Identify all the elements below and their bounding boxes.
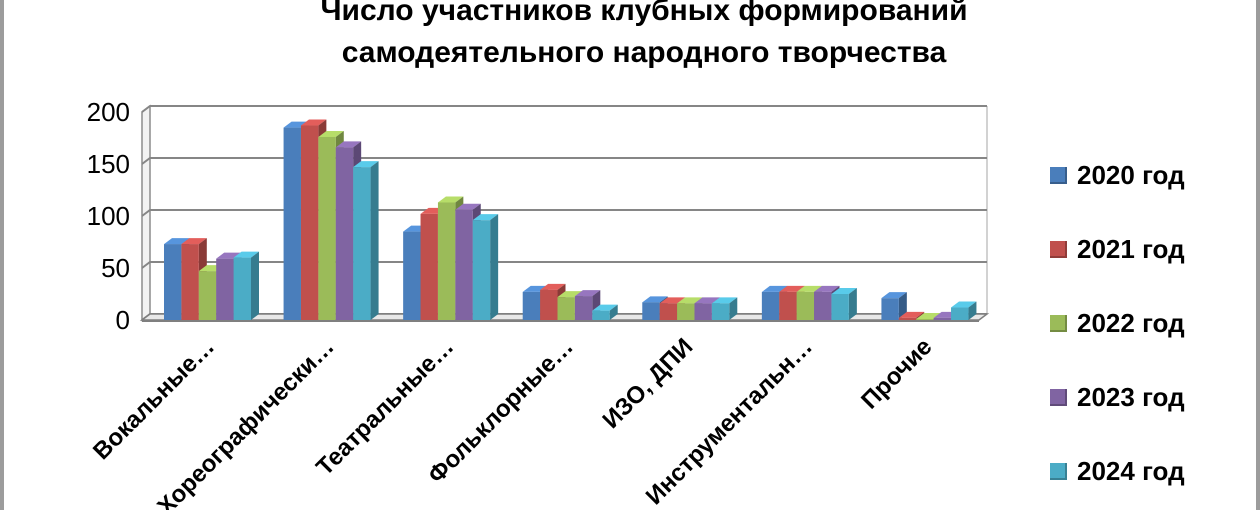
legend-label: 2022 год <box>1077 307 1185 338</box>
y-axis-tick-labels: 0 50 100 150 200 <box>87 97 130 335</box>
legend-item: 2020 год <box>1050 160 1185 190</box>
legend-label: 2020 год <box>1077 159 1185 190</box>
bar <box>831 288 857 320</box>
gridline <box>141 157 987 165</box>
y-tick-label: 100 <box>87 201 130 231</box>
legend-item: 2024 год <box>1050 456 1185 486</box>
bar <box>353 161 379 320</box>
y-tick-label: 200 <box>87 97 130 127</box>
legend-item: 2022 год <box>1050 308 1185 338</box>
bar <box>233 251 259 320</box>
y-tick-label: 50 <box>101 253 130 283</box>
x-tick-label: Вокальные… <box>88 333 220 465</box>
bars <box>164 119 977 321</box>
y-tick-label: 150 <box>87 149 130 179</box>
chart-title: Число участников клубных формирований са… <box>244 0 1044 74</box>
x-tick-label: ИЗО, ДПИ <box>597 333 698 434</box>
legend-swatch <box>1050 314 1067 332</box>
x-axis-tick-labels: Вокальные…Хореографически…Театральные…Фо… <box>88 333 937 510</box>
legend-label: 2021 год <box>1077 233 1185 264</box>
legend-item: 2021 год <box>1050 234 1185 264</box>
bar <box>592 304 618 320</box>
y-tick-label: 0 <box>116 305 130 335</box>
legend-swatch <box>1050 388 1067 406</box>
legend-item: 2023 год <box>1050 382 1185 412</box>
bar <box>711 297 738 320</box>
bar <box>472 214 499 320</box>
legend-swatch <box>1050 462 1067 480</box>
bar <box>951 301 977 320</box>
gridline <box>141 209 987 217</box>
gridline <box>141 261 987 269</box>
bar <box>881 292 907 320</box>
chart-title-line-1: Число участников клубных формирований <box>320 0 968 27</box>
legend-swatch <box>1050 240 1067 258</box>
legend-label: 2023 год <box>1077 381 1185 412</box>
chart-title-line-2: самодеятельного народного творчества <box>341 36 947 69</box>
chart-plot: 0 50 100 150 200 Вокальные…Хореографически…Т… <box>87 97 990 510</box>
legend-label: 2024 год <box>1077 455 1185 486</box>
gridline <box>141 105 987 113</box>
x-tick-label: Прочие <box>856 333 937 414</box>
legend-swatch <box>1050 166 1067 184</box>
